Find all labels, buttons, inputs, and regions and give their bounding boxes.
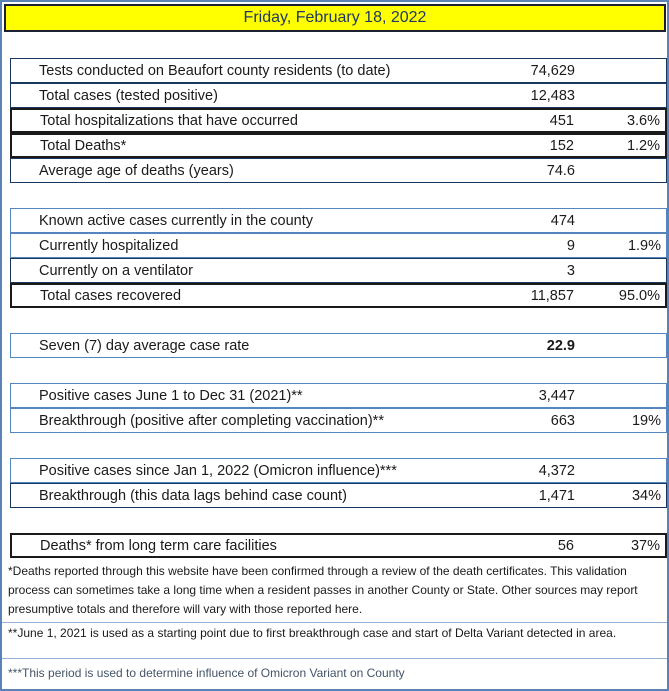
row-label: Tests conducted on Beaufort county resid… [39, 62, 391, 79]
row-percent: 3.6% [626, 112, 660, 129]
date-banner: Friday, February 18, 2022 [4, 4, 666, 32]
row-label: Total hospitalizations that have occurre… [40, 112, 298, 129]
row-label: Breakthrough (this data lags behind case… [39, 487, 347, 504]
row-value: 152 [549, 137, 574, 154]
row-label: Currently on a ventilator [39, 262, 193, 279]
row-value: 9 [566, 237, 575, 254]
row-label: Total Deaths* [40, 137, 127, 154]
row-percent: 1.2% [626, 137, 660, 154]
table-row: Known active cases currently in the coun… [10, 208, 667, 233]
footnote-deaths-validation: *Deaths reported through this website ha… [8, 564, 638, 616]
row-percent: 37% [630, 537, 660, 554]
table-row: Positive cases since Jan 1, 2022 (Omicro… [10, 458, 667, 483]
table-row: Total cases (tested positive) 12,483 [10, 83, 667, 108]
row-value: 22.9 [546, 337, 575, 354]
row-value: 74,629 [530, 62, 575, 79]
spacer-row [2, 358, 667, 383]
footnote-delta-start-date: **June 1, 2021 is used as a starting poi… [2, 622, 667, 658]
row-label: Positive cases since Jan 1, 2022 (Omicro… [39, 462, 397, 479]
row-label: Positive cases June 1 to Dec 31 (2021)** [39, 387, 303, 404]
row-label: Currently hospitalized [39, 237, 179, 254]
row-value: 3,447 [538, 387, 575, 404]
row-value: 56 [557, 537, 574, 554]
row-label: Breakthrough (positive after completing … [39, 412, 384, 429]
report-date: Friday, February 18, 2022 [243, 9, 427, 26]
table-row: Total cases recovered 11,857 95.0% [10, 283, 667, 308]
row-label: Known active cases currently in the coun… [39, 212, 314, 229]
table-row: Tests conducted on Beaufort county resid… [10, 58, 667, 83]
row-percent: 19% [631, 412, 661, 429]
row-percent: 1.9% [627, 237, 661, 254]
row-value: 451 [549, 112, 574, 129]
footnote-omicron-period: ***This period is used to determine infl… [2, 658, 667, 687]
row-label: Deaths* from long term care facilities [40, 537, 277, 554]
table-row: Breakthrough (this data lags behind case… [10, 483, 667, 508]
row-label: Seven (7) day average case rate [39, 337, 250, 354]
row-value: 3 [566, 262, 575, 279]
row-value: 12,483 [530, 87, 575, 104]
row-value: 11,857 [530, 287, 574, 304]
table-row: Total hospitalizations that have occurre… [10, 108, 667, 133]
row-value: 74.6 [546, 162, 575, 179]
row-label: Average age of deaths (years) [39, 162, 234, 179]
row-value: 663 [550, 412, 575, 429]
spacer-row [2, 32, 667, 58]
table-row: Total Deaths* 152 1.2% [10, 133, 667, 158]
spacer-row [2, 308, 667, 333]
spacer-row [2, 183, 667, 208]
row-percent: 34% [631, 487, 661, 504]
row-value: 474 [550, 212, 575, 229]
table-row: Seven (7) day average case rate 22.9 [10, 333, 667, 358]
row-value: 4,372 [538, 462, 575, 479]
row-value: 1,471 [538, 487, 575, 504]
spacer-row [2, 508, 667, 533]
table-row: Currently hospitalized 9 1.9% [10, 233, 667, 258]
row-percent: 95.0% [618, 287, 660, 304]
table-row: Deaths* from long term care facilities 5… [10, 533, 667, 558]
table-row: Breakthrough (positive after completing … [10, 408, 667, 433]
table-row: Positive cases June 1 to Dec 31 (2021)**… [10, 383, 667, 408]
row-label: Total cases recovered [40, 287, 182, 304]
row-label: Total cases (tested positive) [39, 87, 218, 104]
table-row: Average age of deaths (years) 74.6 [10, 158, 667, 183]
spacer-row [2, 433, 667, 458]
table-row: Currently on a ventilator 3 [10, 258, 667, 283]
